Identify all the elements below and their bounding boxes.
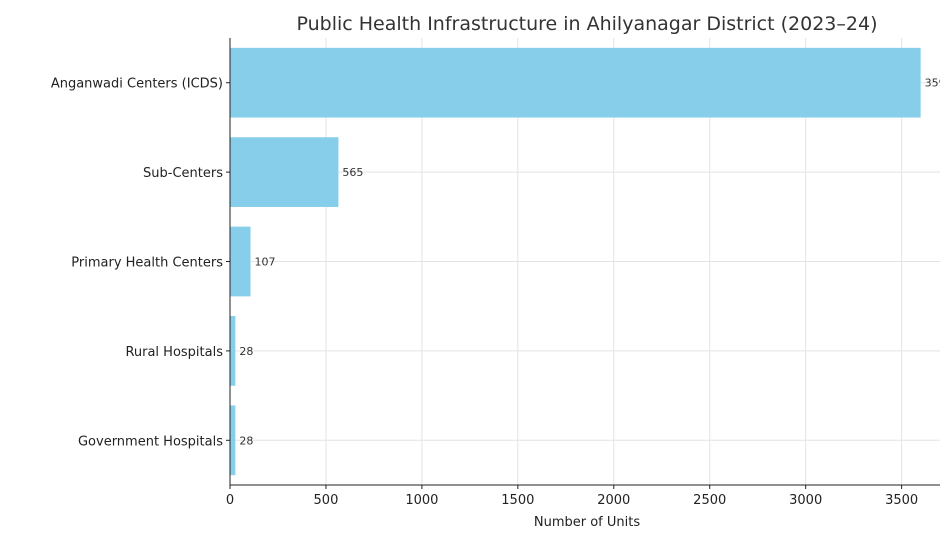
x-tick-label: 2500 [693, 493, 726, 508]
y-tick-label: Government Hospitals [78, 434, 223, 449]
y-tick-label: Anganwadi Centers (ICDS) [51, 77, 223, 92]
bar [230, 226, 251, 297]
bar [230, 405, 236, 476]
x-tick-label: 3000 [789, 493, 822, 508]
bar [230, 316, 236, 386]
bar [230, 47, 921, 118]
x-tick-label: 500 [314, 493, 339, 508]
bar [230, 137, 339, 207]
x-tick-label: 0 [226, 493, 234, 508]
y-tick-label: Sub-Centers [143, 166, 223, 181]
data-label: 28 [239, 345, 253, 358]
y-tick-label: Primary Health Centers [71, 256, 223, 271]
data-labels: 3599 565 107 28 28 [239, 77, 940, 448]
x-tick-label: 1500 [501, 493, 534, 508]
x-axis-label: Number of Units [534, 515, 640, 529]
bars [230, 47, 921, 476]
data-label: 28 [239, 434, 253, 447]
y-tick-labels: Anganwadi Centers (ICDS) Sub-Centers Prima… [51, 77, 230, 449]
data-label: 565 [342, 166, 363, 179]
x-tick-label: 1000 [405, 493, 438, 508]
data-label: 3599 [925, 77, 940, 90]
x-tick-label: 3500 [885, 493, 918, 508]
y-tick-label: Rural Hospitals [125, 345, 223, 360]
x-tick-label: 2000 [597, 493, 630, 508]
x-tick-labels: 0 500 1000 1500 2000 2500 3000 3500 [226, 485, 918, 508]
data-label: 107 [255, 256, 276, 269]
chart-title: Public Health Infrastructure in Ahilyana… [297, 13, 878, 35]
